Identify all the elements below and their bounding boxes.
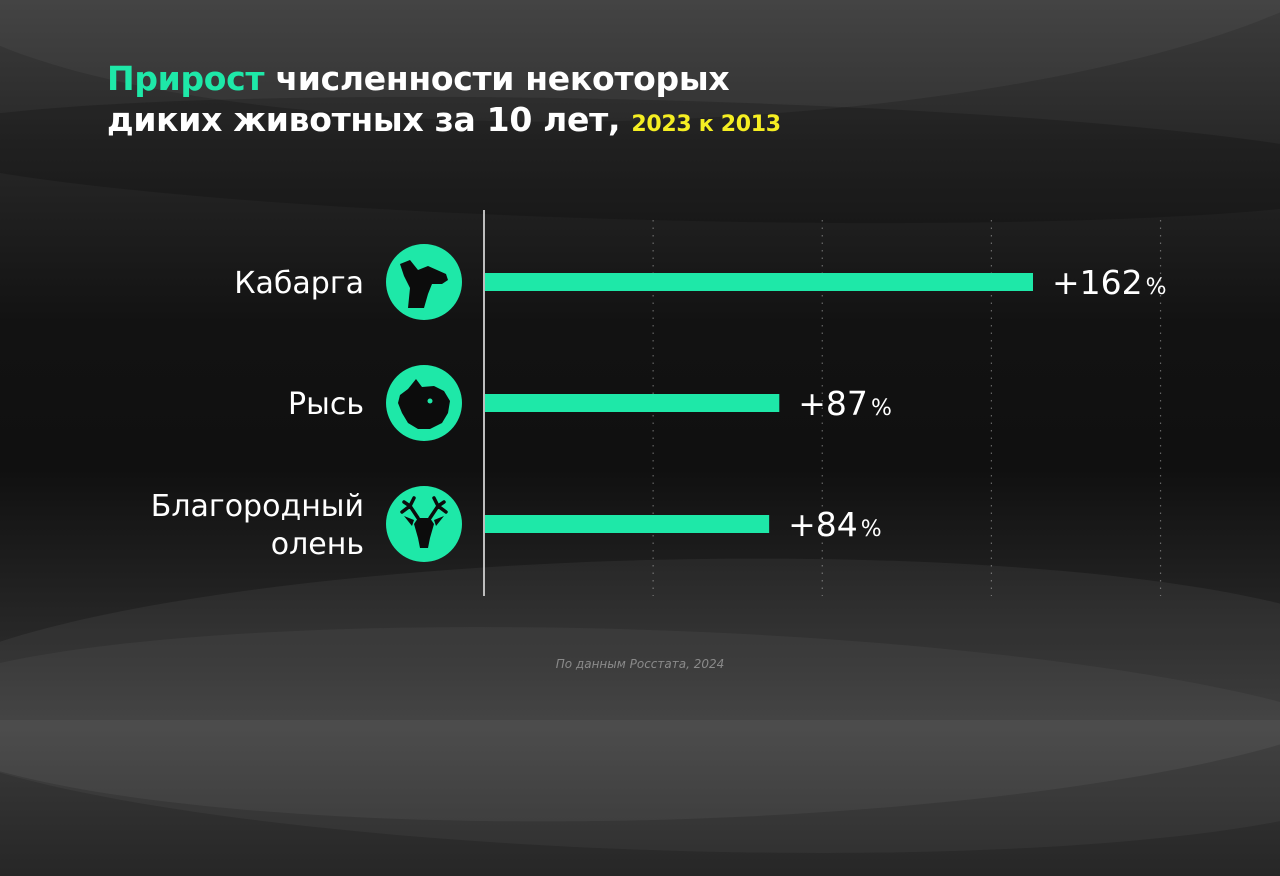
musk-deer-head-icon [386, 244, 462, 320]
ears [404, 516, 444, 526]
value-unit: % [871, 396, 892, 421]
title-accent: Прирост [107, 59, 265, 98]
category-label-line: Благородный [151, 489, 364, 524]
value-unit: % [861, 517, 882, 542]
title-period: 2023 к 2013 [631, 112, 781, 137]
value-number: +84 [788, 505, 858, 544]
category-label: Рысь [288, 387, 364, 422]
category-label-line: олень [271, 527, 364, 562]
eye [427, 398, 433, 404]
bar [485, 273, 1033, 291]
category-label-line: Кабарга [234, 266, 364, 301]
icon-silhouette [398, 379, 450, 429]
bar-chart: Кабарга +162 % Рысь +87 % Благородный олень +84% [151, 210, 1167, 596]
icon-silhouette [400, 260, 448, 308]
category-label: Благородный олень [151, 489, 364, 562]
value-number: +162 [1052, 263, 1143, 302]
chart-title: Прирост численности некоторых диких живо… [107, 58, 781, 145]
value-label: +162% [1052, 263, 1167, 302]
lynx-head-icon [386, 365, 462, 441]
value-label: +84% [788, 505, 882, 544]
value-number: +87 [798, 384, 868, 423]
category-label-line: Рысь [288, 387, 364, 422]
title-line1: численности некоторых [264, 59, 730, 98]
bar [485, 394, 780, 412]
value-unit: % [1146, 275, 1167, 300]
antlers [400, 496, 448, 520]
value-label: +87% [798, 384, 892, 423]
title-line2: диких животных за 10 лет, [107, 100, 632, 139]
red-deer-head-icon [386, 486, 462, 562]
icon-silhouette [414, 518, 434, 548]
bar [485, 515, 770, 533]
source-note: По данным Росстата, 2024 [555, 657, 725, 671]
category-label: Кабарга [234, 266, 364, 301]
